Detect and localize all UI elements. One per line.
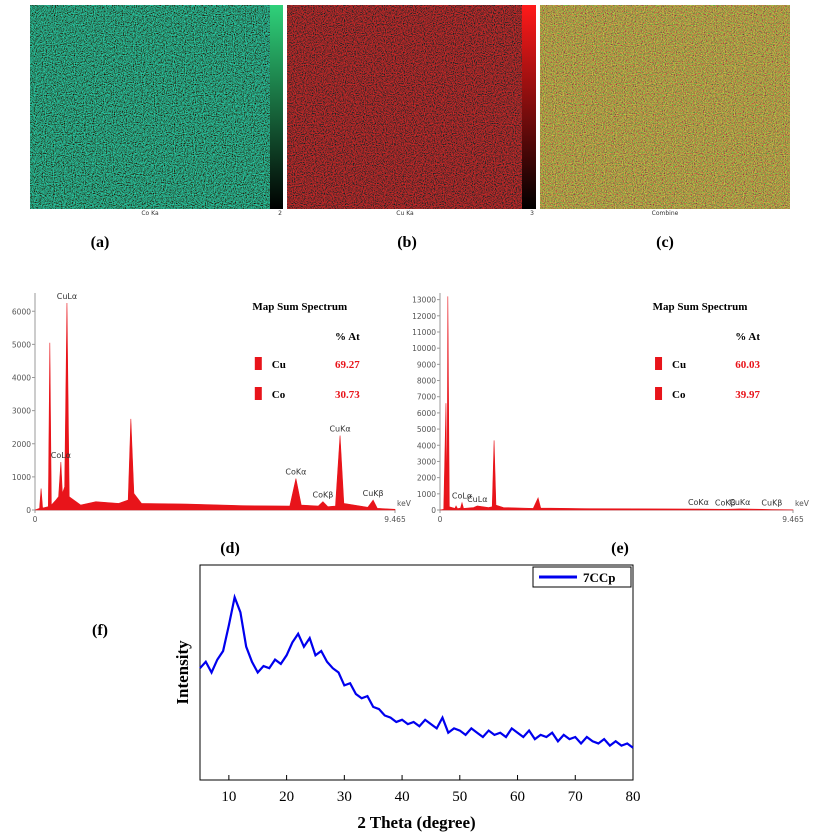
- map-noise: [540, 5, 790, 209]
- legend-box: [532, 566, 632, 588]
- spectrum: [34, 302, 396, 511]
- map-a: Co Ka 2 (a): [30, 5, 283, 251]
- x-tick-label: 9.465: [384, 515, 406, 524]
- y-tick-label: 6000: [12, 307, 31, 316]
- peak-label: CuKα: [729, 498, 750, 507]
- x-tick-label: 50: [452, 789, 467, 805]
- chart: (f) 10 20 30 40 50 60 70 80 2 Theta (degree) Inten…: [92, 564, 641, 832]
- map-c: Combine (c): [540, 5, 790, 251]
- panel-label: (e): [611, 540, 629, 557]
- y-tick-label: 2000: [12, 440, 31, 449]
- x-unit: keV: [795, 499, 810, 508]
- x-tick-label: 9.465: [782, 515, 804, 524]
- map-noise: [287, 5, 522, 209]
- legend-header: % At: [335, 331, 360, 343]
- y-tick-label: 0: [431, 506, 436, 515]
- legend-name: Cu: [672, 359, 686, 371]
- panel-label: (a): [91, 234, 110, 251]
- legend-title: Map Sum Spectrum: [653, 301, 748, 313]
- map-caption: Combine: [652, 210, 679, 217]
- chart: (e) 0 1000 2000 3000 4000 5000 6000 7000 8000 9000…: [412, 293, 810, 557]
- y-tick-label: 6000: [417, 409, 436, 418]
- y-tick-label: 4000: [417, 441, 436, 450]
- peak-label: CuLα: [57, 292, 77, 301]
- panel-label: (f): [92, 622, 108, 639]
- color-bar: [270, 5, 283, 209]
- y-tick-label: 13000: [412, 296, 436, 305]
- y-axis-label: Intensity: [173, 640, 192, 705]
- map-caption: Cu Ka: [396, 210, 414, 217]
- y-tick-label: 8000: [417, 377, 436, 386]
- y-tick-label: 10000: [412, 344, 436, 353]
- peak-label: CoKα: [688, 498, 709, 507]
- legend-swatch: [254, 387, 262, 400]
- peak-label: CuKβ: [761, 499, 782, 508]
- legend-swatch: [655, 387, 663, 400]
- legend-swatch: [655, 357, 663, 370]
- legend-name: Cu: [272, 359, 286, 371]
- x-tick-label: 0: [438, 515, 443, 524]
- peak-label: CoKα: [285, 468, 306, 477]
- y-tick-label: 9000: [417, 360, 436, 369]
- legend-swatch: [254, 357, 262, 370]
- legend-name: Co: [272, 389, 286, 401]
- plot-frame: [199, 564, 634, 781]
- x-tick-label: 60: [510, 789, 525, 805]
- y-tick-label: 3000: [417, 457, 436, 466]
- peak-label: CoKβ: [313, 491, 334, 500]
- peak-label: CuLα: [467, 495, 487, 504]
- chart: (d) 0 1000 2000 3000 4000 5000 6000 0 9.465 keV CuL…: [12, 292, 412, 557]
- peak-label: CoKβ: [715, 498, 736, 507]
- panel-label: (d): [220, 540, 240, 557]
- y-tick-label: 7000: [417, 393, 436, 402]
- x-tick-label: 80: [626, 789, 641, 805]
- panel-label: (c): [656, 234, 674, 251]
- y-tick-label: 4000: [12, 374, 31, 383]
- color-bar: [522, 5, 536, 209]
- peak-label: CuKα: [329, 424, 350, 433]
- y-tick-label: 12000: [412, 312, 436, 321]
- x-tick-label: 10: [221, 789, 236, 805]
- map-b: Cu Ka 3 (b): [287, 5, 536, 251]
- y-tick-label: 11000: [412, 328, 436, 337]
- map-noise: [30, 5, 270, 209]
- y-tick-label: 3000: [12, 407, 31, 416]
- x-unit: keV: [397, 499, 412, 508]
- map-caption: Co Ka: [141, 210, 159, 217]
- legend-name: Co: [672, 389, 686, 401]
- scale-max: 2: [278, 210, 282, 217]
- peak-label: CoLα: [51, 451, 71, 460]
- peak-label: CoLα: [452, 492, 472, 501]
- legend-value: 69.27: [335, 359, 360, 371]
- legend-title: Map Sum Spectrum: [252, 301, 347, 313]
- spectrum: [439, 296, 794, 511]
- legend-value: 30.73: [335, 389, 360, 401]
- y-tick-label: 0: [26, 506, 31, 515]
- y-tick-label: 2000: [417, 474, 436, 483]
- y-tick-label: 5000: [417, 425, 436, 434]
- panel-label: (b): [397, 234, 417, 251]
- y-tick-label: 5000: [12, 340, 31, 349]
- y-tick-label: 1000: [12, 473, 31, 482]
- x-tick-label: 0: [33, 515, 38, 524]
- x-tick-label: 70: [568, 789, 583, 805]
- x-axis-label: 2 Theta (degree): [357, 813, 475, 832]
- legend-value: 60.03: [735, 359, 760, 371]
- x-tick-label: 40: [395, 789, 410, 805]
- legend-value: 39.97: [735, 389, 760, 401]
- x-tick-label: 20: [279, 789, 294, 805]
- legend-header: % At: [735, 331, 760, 343]
- scale-max: 3: [530, 210, 534, 217]
- peak-label: CuKβ: [363, 489, 384, 498]
- y-tick-label: 1000: [417, 490, 436, 499]
- data-line: [199, 593, 634, 749]
- x-tick-label: 30: [337, 789, 352, 805]
- legend-label: 7CCp: [583, 570, 616, 585]
